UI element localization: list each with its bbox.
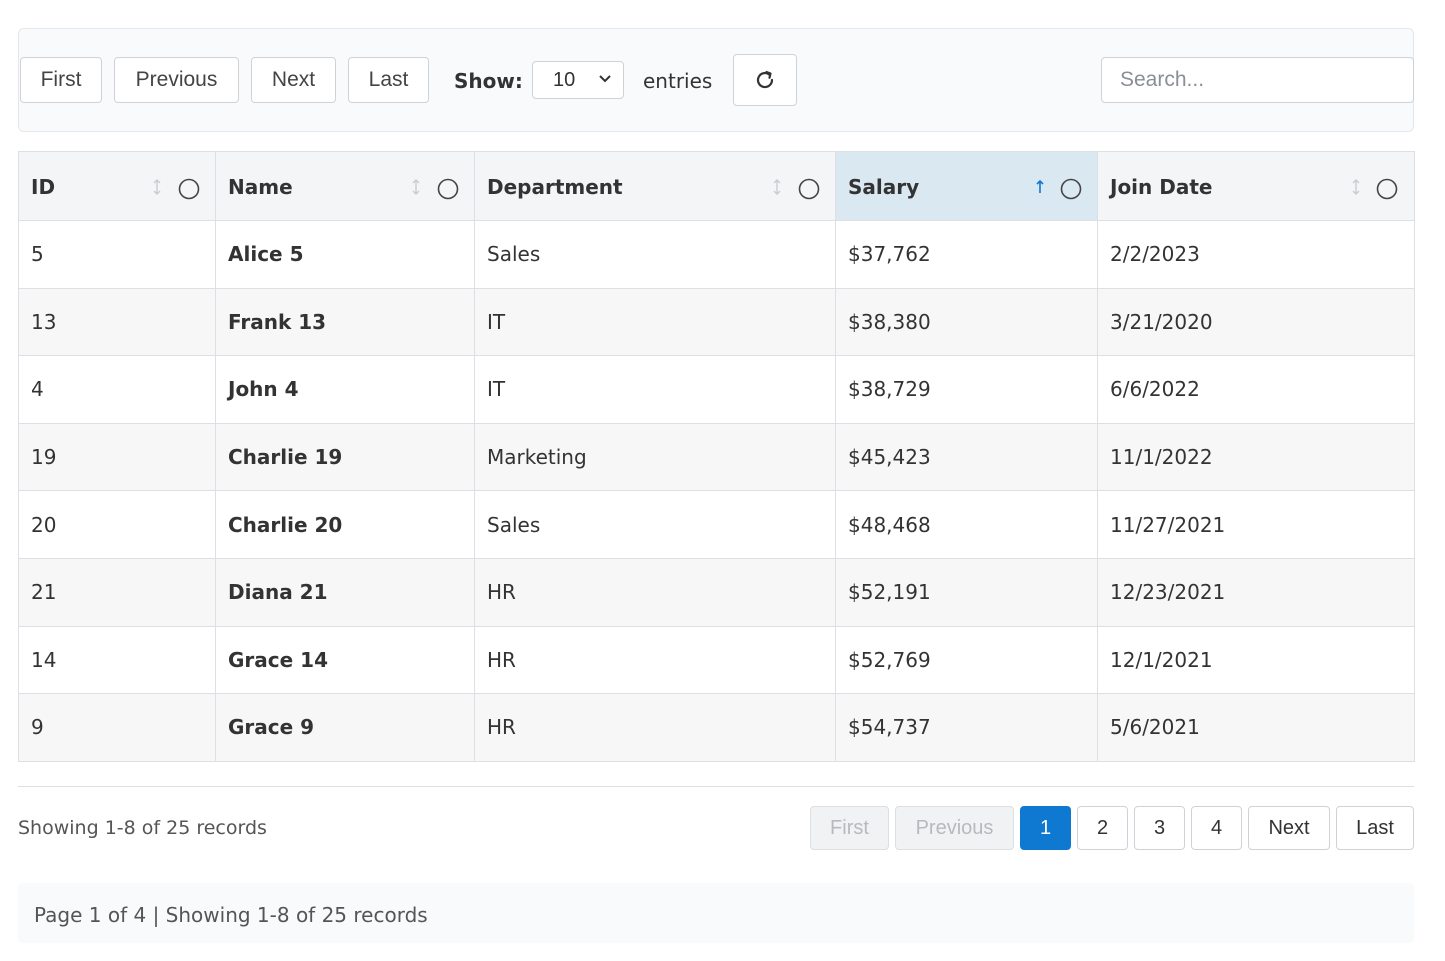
cell-salary: $54,737 [835, 693, 1098, 762]
cell-id: 4 [18, 355, 216, 424]
table-row[interactable]: 20 Charlie 20 Sales $48,468 11/27/2021 [18, 490, 1415, 559]
cell-salary: $45,423 [835, 422, 1098, 492]
records-info: Showing 1-8 of 25 records [18, 817, 267, 839]
cell-department: Marketing [474, 422, 836, 492]
cell-join-date: 3/21/2020 [1097, 287, 1415, 357]
cell-salary: $52,191 [835, 557, 1098, 627]
cell-department: HR [474, 557, 836, 627]
first-button[interactable]: First [20, 57, 102, 103]
sort-neutral-icon[interactable] [1351, 178, 1361, 196]
column-header-label: Name [228, 175, 293, 199]
entries-label: entries [643, 69, 713, 93]
cell-salary: $37,762 [835, 220, 1098, 289]
pagination-last-button[interactable]: Last [1336, 806, 1414, 850]
sort-neutral-icon[interactable] [152, 178, 162, 196]
column-header-id[interactable]: ID [18, 151, 216, 221]
cell-id: 19 [18, 422, 216, 492]
page-size-select[interactable]: 10 [532, 61, 624, 99]
table-row[interactable]: 4 John 4 IT $38,729 6/6/2022 [18, 355, 1415, 424]
refresh-icon [756, 70, 774, 89]
data-table: ID Name Department Salary Join Date [18, 151, 1415, 762]
cell-name: Charlie 19 [215, 422, 475, 492]
cell-salary: $38,380 [835, 287, 1098, 357]
page-button-2[interactable]: 2 [1077, 806, 1128, 850]
cell-id: 21 [18, 557, 216, 627]
cell-id: 14 [18, 625, 216, 695]
cell-salary: $52,769 [835, 625, 1098, 695]
sort-ascending-icon[interactable] [1035, 178, 1045, 196]
cell-name: Diana 21 [215, 557, 475, 627]
column-header-label: ID [31, 175, 56, 199]
refresh-button[interactable] [733, 54, 797, 106]
column-header-label: Department [487, 175, 623, 199]
cell-department: Sales [474, 220, 836, 289]
table-toolbar: First Previous Next Last Show: 10 entrie… [18, 28, 1414, 132]
footer-status-text: Page 1 of 4 | Showing 1-8 of 25 records [34, 903, 428, 927]
table-header-row: ID Name Department Salary Join Date [18, 151, 1415, 221]
chevron-down-icon [599, 75, 611, 83]
page-button-1[interactable]: 1 [1020, 806, 1071, 850]
column-header-name[interactable]: Name [215, 151, 475, 221]
cell-name: Grace 9 [215, 693, 475, 762]
page-size-value: 10 [553, 68, 576, 91]
table-row[interactable]: 19 Charlie 19 Marketing $45,423 11/1/202… [18, 422, 1415, 492]
cell-join-date: 12/1/2021 [1097, 625, 1415, 695]
sort-neutral-icon[interactable] [411, 178, 421, 196]
cell-name: Alice 5 [215, 220, 475, 289]
pagination-next-button[interactable]: Next [1248, 806, 1330, 850]
cell-department: HR [474, 693, 836, 762]
filter-circle-icon[interactable] [178, 178, 200, 200]
cell-join-date: 11/1/2022 [1097, 422, 1415, 492]
cell-department: Sales [474, 490, 836, 559]
cell-department: HR [474, 625, 836, 695]
cell-join-date: 5/6/2021 [1097, 693, 1415, 762]
cell-salary: $48,468 [835, 490, 1098, 559]
column-header-label: Salary [848, 175, 920, 199]
table-row[interactable]: 5 Alice 5 Sales $37,762 2/2/2023 [18, 220, 1415, 289]
column-header-join-date[interactable]: Join Date [1097, 151, 1415, 221]
cell-id: 20 [18, 490, 216, 559]
pagination-previous-button[interactable]: Previous [895, 806, 1014, 850]
cell-department: IT [474, 287, 836, 357]
pagination-first-button[interactable]: First [810, 806, 889, 850]
cell-join-date: 2/2/2023 [1097, 220, 1415, 289]
previous-button[interactable]: Previous [114, 57, 239, 103]
filter-circle-icon[interactable] [437, 178, 459, 200]
cell-name: Charlie 20 [215, 490, 475, 559]
page-button-4[interactable]: 4 [1191, 806, 1242, 850]
cell-id: 13 [18, 287, 216, 357]
column-header-label: Join Date [1110, 175, 1213, 199]
column-header-department[interactable]: Department [474, 151, 836, 221]
filter-circle-icon[interactable] [798, 178, 820, 200]
cell-salary: $38,729 [835, 355, 1098, 424]
cell-id: 5 [18, 220, 216, 289]
column-header-salary[interactable]: Salary [835, 151, 1098, 221]
divider [18, 786, 1414, 787]
status-footer: Page 1 of 4 | Showing 1-8 of 25 records [18, 883, 1414, 943]
next-button[interactable]: Next [251, 57, 336, 103]
cell-department: IT [474, 355, 836, 424]
page-button-3[interactable]: 3 [1134, 806, 1185, 850]
last-button[interactable]: Last [348, 57, 429, 103]
table-row[interactable]: 13 Frank 13 IT $38,380 3/21/2020 [18, 287, 1415, 357]
cell-join-date: 12/23/2021 [1097, 557, 1415, 627]
cell-name: John 4 [215, 355, 475, 424]
search-input[interactable] [1101, 57, 1414, 103]
cell-name: Grace 14 [215, 625, 475, 695]
sort-neutral-icon[interactable] [772, 178, 782, 196]
show-label: Show: [454, 69, 523, 93]
table-row[interactable]: 9 Grace 9 HR $54,737 5/6/2021 [18, 693, 1415, 762]
cell-join-date: 6/6/2022 [1097, 355, 1415, 424]
cell-name: Frank 13 [215, 287, 475, 357]
table-row[interactable]: 14 Grace 14 HR $52,769 12/1/2021 [18, 625, 1415, 695]
cell-id: 9 [18, 693, 216, 762]
filter-circle-icon[interactable] [1060, 178, 1082, 200]
cell-join-date: 11/27/2021 [1097, 490, 1415, 559]
filter-circle-icon[interactable] [1376, 178, 1398, 200]
table-row[interactable]: 21 Diana 21 HR $52,191 12/23/2021 [18, 557, 1415, 627]
